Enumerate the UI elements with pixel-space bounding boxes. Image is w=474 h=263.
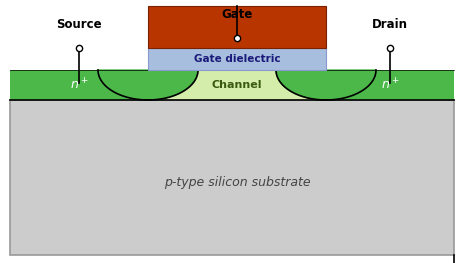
Text: Channel: Channel: [212, 80, 262, 90]
Bar: [148, 6, 326, 48]
Text: $n^+$: $n^+$: [70, 77, 88, 93]
Polygon shape: [276, 70, 376, 100]
Text: Gate: Gate: [221, 8, 253, 22]
Text: $n^+$: $n^+$: [381, 77, 399, 93]
Polygon shape: [98, 70, 198, 100]
Bar: [10, 70, 454, 100]
Bar: [10, 100, 454, 255]
Text: Gate dielectric: Gate dielectric: [194, 54, 280, 64]
Text: p-type silicon substrate: p-type silicon substrate: [164, 176, 310, 189]
Bar: [148, 70, 326, 100]
Bar: [148, 48, 326, 70]
Text: Drain: Drain: [372, 18, 408, 32]
Text: Source: Source: [56, 18, 102, 32]
